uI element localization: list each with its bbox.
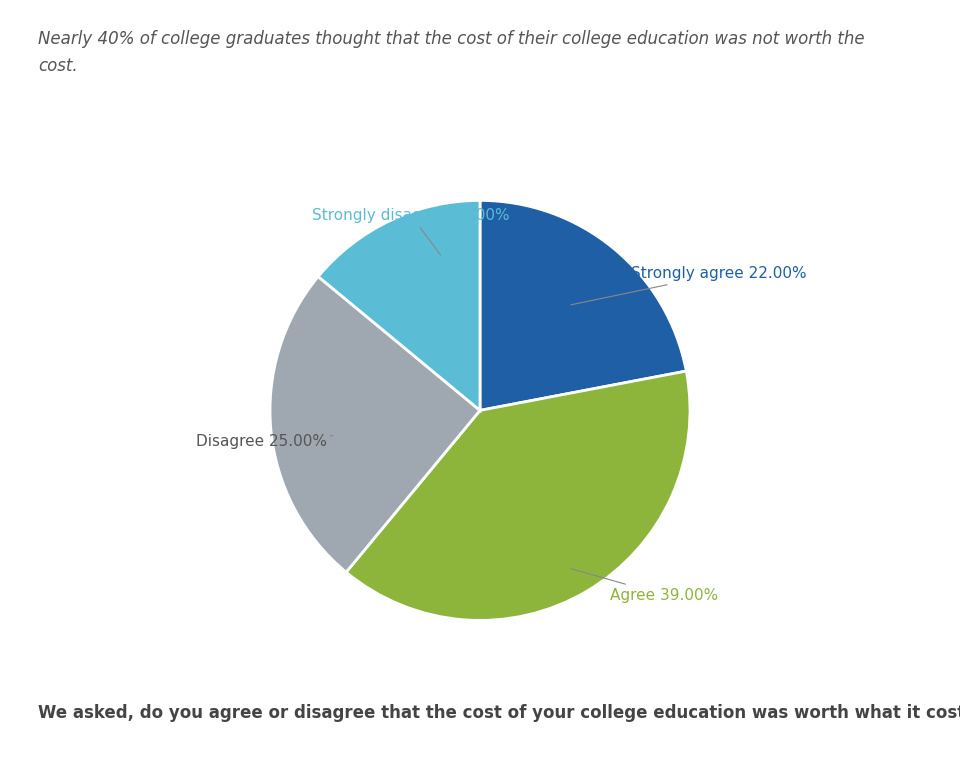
Text: We asked, do you agree or disagree that the cost of your college education was w: We asked, do you agree or disagree that … <box>38 704 960 722</box>
Text: Nearly 40% of college graduates thought that the cost of their college education: Nearly 40% of college graduates thought … <box>38 30 865 74</box>
Wedge shape <box>318 201 480 410</box>
Wedge shape <box>347 371 690 620</box>
Wedge shape <box>270 277 480 572</box>
Wedge shape <box>480 201 686 410</box>
Text: Strongly disagree 14.00%: Strongly disagree 14.00% <box>312 207 510 255</box>
Text: Strongly agree 22.00%: Strongly agree 22.00% <box>571 267 806 305</box>
Text: Disagree 25.00%: Disagree 25.00% <box>197 435 333 449</box>
Text: Agree 39.00%: Agree 39.00% <box>571 568 718 603</box>
